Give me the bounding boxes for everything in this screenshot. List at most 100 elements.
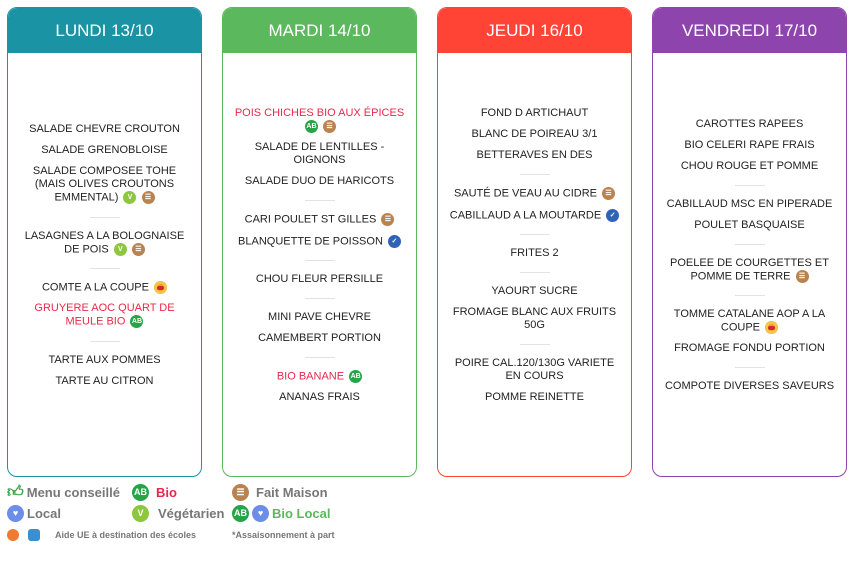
menu-item-label: FRITES 2 (510, 246, 559, 259)
legend-aide-ue: Aide UE à destination des écoles (7, 528, 232, 541)
legend-menu-conseille: 👍︎ Menu conseillé (7, 484, 120, 501)
day-menu: FOND D ARTICHAUT BLANC DE POIREAU 3/1 BETT… (438, 53, 631, 476)
menu-item-label: BETTERAVES EN DES (476, 149, 593, 162)
bio-icon: AB (349, 369, 363, 383)
menu-item-label: SALADE DUO DE HARICOTS (244, 175, 395, 188)
menu-item-label: TARTE AUX POMMES (48, 353, 161, 366)
divider (304, 356, 335, 358)
day-card-jeudi: JEUDI 16/10 FOND D ARTICHAUT BLANC DE POIR… (437, 7, 632, 477)
menu-item: LASAGNES A LA BOLOGNAISE DE POIS V ☰ (18, 230, 191, 256)
menu-item: BIO BANANE AB (276, 369, 363, 383)
menu-item: BLANQUETTE DE POISSON ✓ (238, 234, 401, 248)
vegetarian-icon: V (132, 505, 149, 522)
legend-local: ♥ Local (7, 505, 132, 522)
menu-item-label: ANANAS FRAIS (279, 391, 360, 404)
fruit-icon (7, 528, 19, 541)
menu-item: SALADE DUO DE HARICOTS (245, 175, 394, 188)
menu-item-label: FOND D ARTICHAUT (480, 107, 589, 120)
menu-item-label: CABILLAUD A LA MOUTARDE (449, 208, 602, 221)
menu-item: COMPOTE DIVERSES SAVEURS (665, 380, 834, 393)
day-title: LUNDI 13/10 (8, 8, 201, 53)
menu-item-label: LASAGNES A LA BOLOGNAISE DE POIS (24, 229, 185, 255)
divider (734, 243, 765, 245)
menu-item: POULET BASQUAISE (694, 219, 804, 232)
day-menu: CAROTTES RAPEES BIO CELERI RAPE FRAIS CHOU… (653, 53, 846, 476)
vegetarian-icon: V (113, 242, 127, 256)
fait-maison-icon: ☰ (141, 191, 155, 205)
menu-item: CABILLAUD A LA MOUTARDE ✓ (449, 208, 620, 222)
divider (734, 184, 765, 186)
menu-item: YAOURT SUCRE (491, 285, 577, 298)
divider (734, 367, 765, 369)
day-card-lundi: LUNDI 13/10 SALADE CHEVRE CROUTON SALADE G… (7, 7, 202, 477)
legend-vegetarien: V Végétarien (132, 505, 232, 522)
menu-item: CARI POULET ST GILLES ☰ (244, 213, 395, 227)
legend-fait-maison: ☰ Fait Maison (232, 484, 328, 501)
fait-maison-icon: ☰ (131, 242, 145, 256)
menu-item-label: SALADE COMPOSEE TOHE (MAIS OLIVES CROUTO… (32, 165, 177, 204)
thumbs-up-icon: 👍︎ (7, 484, 24, 501)
menu-item: FROMAGE BLANC AUX FRUITS 50G (448, 306, 621, 332)
menu-item: TARTE AU CITRON (56, 375, 154, 388)
aop-icon (154, 281, 168, 294)
menu-item-label: TARTE AU CITRON (55, 374, 154, 387)
bio-icon: AB (232, 505, 249, 522)
assaisonnement-note: *Assaisonnement à part (232, 529, 335, 540)
menu-item: TARTE AUX POMMES (48, 354, 160, 367)
day-menu: SALADE CHEVRE CROUTON SALADE GRENOBLOISE S… (8, 53, 201, 476)
local-icon: ♥ (252, 505, 269, 522)
vegetarian-icon: V (123, 191, 137, 205)
divider (304, 200, 335, 202)
menu-item: POELEE DE COURGETTES ET POMME DE TERRE ☰ (663, 257, 836, 283)
menu-week: LUNDI 13/10 SALADE CHEVRE CROUTON SALADE G… (7, 7, 847, 477)
divider (89, 216, 120, 218)
menu-item-label: BLANC DE POIREAU 3/1 (471, 128, 598, 141)
menu-item: SALADE CHEVRE CROUTON (29, 123, 180, 136)
divider (519, 174, 550, 176)
menu-item: POMME REINETTE (485, 391, 584, 404)
fait-maison-icon: ☰ (232, 484, 249, 501)
menu-item: GRUYERE AOC QUART DE MEULE BIO AB (18, 302, 191, 329)
menu-item-label: TOMME CATALANE AOP A LA COUPE (673, 308, 826, 334)
menu-item: POIS CHICHES BIO AUX ÉPICES AB ☰ (233, 107, 406, 133)
day-title: JEUDI 16/10 (438, 8, 631, 53)
menu-item: MINI PAVE CHEVRE (268, 311, 371, 324)
menu-item: FROMAGE FONDU PORTION (674, 342, 825, 355)
divider (519, 233, 550, 235)
menu-item: ANANAS FRAIS (279, 391, 360, 404)
menu-item: SALADE GRENOBLOISE (41, 144, 168, 157)
menu-item-label: CHOU ROUGE ET POMME (680, 159, 819, 172)
fait-maison-icon: ☰ (323, 119, 337, 133)
menu-item-label: CARI POULET ST GILLES (244, 213, 377, 226)
menu-item-label: POIS CHICHES BIO AUX ÉPICES (234, 106, 405, 119)
divider (89, 268, 120, 269)
local-icon: ♥ (7, 505, 24, 522)
menu-item-label: FROMAGE BLANC AUX FRUITS 50G (452, 305, 617, 331)
menu-item-label: SALADE DE LENTILLES - OIGNONS (254, 141, 385, 167)
menu-item-label: CABILLAUD MSC EN PIPERADE (666, 197, 833, 210)
menu-item-label: BIO BANANE (276, 370, 345, 383)
menu-item-label: SALADE GRENOBLOISE (41, 144, 168, 157)
eu-school-icon (28, 528, 40, 541)
bio-icon: AB (132, 484, 149, 501)
menu-item: COMTE A LA COUPE (42, 281, 168, 294)
menu-item-label: POULET BASQUAISE (694, 218, 805, 231)
menu-item: TOMME CATALANE AOP A LA COUPE (663, 308, 836, 334)
msc-icon: ✓ (606, 208, 620, 222)
bio-icon: AB (130, 315, 144, 329)
menu-item: CAROTTES RAPEES (696, 118, 804, 131)
divider (519, 343, 550, 345)
menu-item: BETTERAVES EN DES (477, 149, 593, 162)
menu-item-label: SAUTÉ DE VEAU AU CIDRE (453, 187, 597, 200)
day-menu: POIS CHICHES BIO AUX ÉPICES AB ☰ SALADE D… (223, 53, 416, 476)
menu-item-label: GRUYERE AOC QUART DE MEULE BIO (34, 302, 175, 328)
menu-item: CAMEMBERT PORTION (258, 332, 381, 345)
day-title: MARDI 14/10 (223, 8, 416, 53)
menu-item: FOND D ARTICHAUT (481, 107, 588, 120)
menu-item: POIRE CAL.120/130G VARIETE EN COURS (448, 357, 621, 383)
menu-item: CHOU FLEUR PERSILLE (256, 273, 383, 286)
divider (734, 295, 765, 296)
menu-item: CHOU ROUGE ET POMME (681, 160, 818, 173)
divider (519, 271, 550, 273)
fait-maison-icon: ☰ (602, 187, 616, 201)
